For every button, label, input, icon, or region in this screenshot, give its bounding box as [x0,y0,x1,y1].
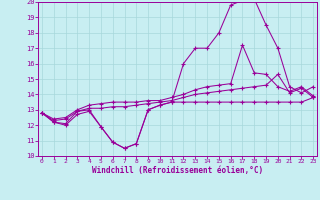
X-axis label: Windchill (Refroidissement éolien,°C): Windchill (Refroidissement éolien,°C) [92,166,263,175]
